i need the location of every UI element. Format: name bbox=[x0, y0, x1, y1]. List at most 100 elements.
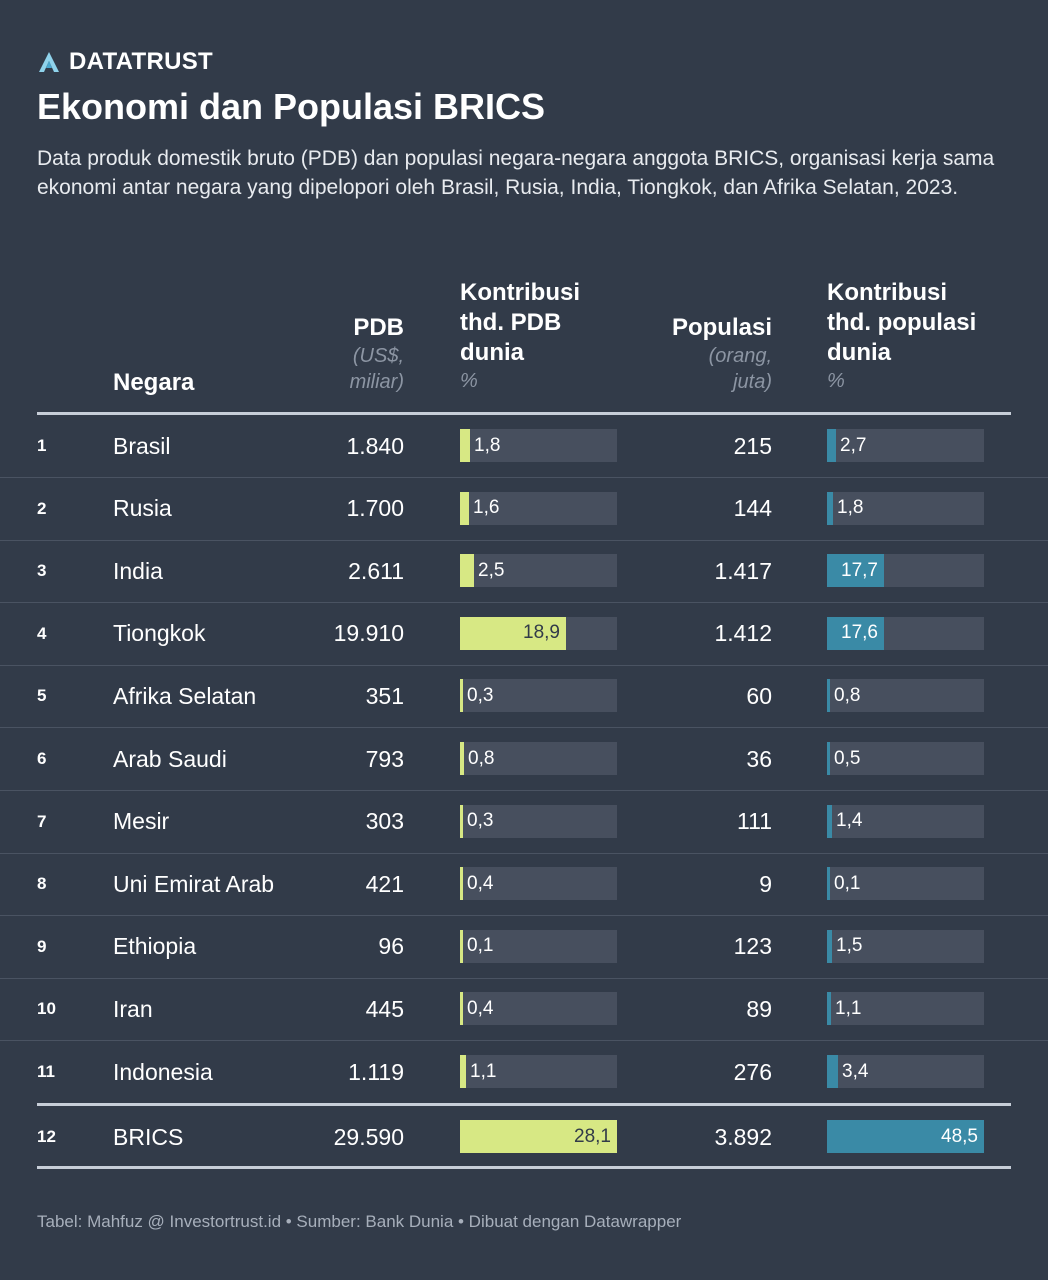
pop-share-fill bbox=[827, 679, 830, 713]
pop-share-fill bbox=[827, 992, 831, 1026]
pop-share-bar: 2,7 bbox=[827, 429, 984, 462]
row-pdb: 445 bbox=[365, 995, 404, 1022]
row-pop: 1.412 bbox=[714, 620, 772, 647]
row-pdb: 351 bbox=[365, 682, 404, 709]
header-pop-unit-1: (orang, bbox=[708, 345, 772, 367]
pop-share-fill bbox=[827, 929, 832, 963]
pdb-share-label: 1,6 bbox=[473, 497, 500, 519]
pop-share-label: 1,5 bbox=[836, 935, 863, 957]
pop-share-fill bbox=[827, 867, 830, 901]
brand-name: DATATRUST bbox=[69, 48, 214, 75]
table-bottom-divider bbox=[37, 1166, 1011, 1169]
pop-share-label: 17,7 bbox=[841, 559, 878, 581]
header-negara: Negara bbox=[113, 369, 195, 396]
pop-share-label: 1,1 bbox=[835, 997, 862, 1019]
row-pdb: 96 bbox=[378, 933, 404, 960]
pdb-share-bar: 0,3 bbox=[460, 804, 617, 838]
pdb-share-bar: 0,1 bbox=[460, 929, 617, 963]
row-rank: 5 bbox=[37, 686, 47, 706]
table-row: 7 Mesir 303 0,3 111 1,4 bbox=[0, 791, 1048, 854]
row-pop: 89 bbox=[746, 995, 772, 1022]
row-pdb: 1.700 bbox=[346, 495, 404, 522]
pop-share-fill bbox=[827, 804, 832, 838]
pop-share-bar: 0,5 bbox=[827, 742, 984, 775]
table-row: 1 Brasil 1.840 1,8 215 2,7 bbox=[0, 415, 1048, 478]
row-pop: 123 bbox=[733, 933, 772, 960]
row-pdb: 421 bbox=[365, 870, 404, 897]
pdb-share-label: 0,4 bbox=[467, 872, 494, 894]
header-kpop-line2: thd. populasi bbox=[827, 309, 977, 336]
header-kpdb-line2: thd. PDB bbox=[460, 309, 562, 336]
pdb-share-fill bbox=[460, 992, 463, 1026]
row-rank: 10 bbox=[37, 999, 56, 1019]
pdb-share-fill bbox=[460, 929, 463, 963]
row-rank: 8 bbox=[37, 874, 47, 894]
row-pdb: 19.910 bbox=[333, 620, 404, 647]
table-row: 6 Arab Saudi 793 0,8 36 0,5 bbox=[0, 728, 1048, 791]
pdb-share-label: 0,8 bbox=[468, 747, 495, 769]
pop-share-bar: 0,1 bbox=[827, 867, 984, 901]
row-pop: 215 bbox=[733, 432, 772, 459]
brand: DATATRUST bbox=[37, 48, 213, 76]
pdb-share-label: 1,1 bbox=[470, 1060, 497, 1082]
pdb-share-fill bbox=[460, 429, 470, 462]
total-pop-share-label: 48,5 bbox=[941, 1125, 978, 1147]
pop-share-label: 0,8 bbox=[834, 684, 861, 706]
table-row: 5 Afrika Selatan 351 0,3 60 0,8 bbox=[0, 665, 1048, 729]
pop-share-label: 0,1 bbox=[834, 872, 861, 894]
row-rank: 4 bbox=[37, 623, 47, 643]
pop-share-bar: 3,4 bbox=[827, 1055, 984, 1088]
pdb-share-label: 0,4 bbox=[467, 997, 494, 1019]
row-pdb: 1.119 bbox=[348, 1058, 404, 1085]
pdb-share-bar: 1,1 bbox=[460, 1055, 617, 1088]
total-pdb-share-fill bbox=[460, 1120, 617, 1153]
total-pop-share-fill bbox=[827, 1120, 984, 1153]
total-pop: 3.892 bbox=[714, 1123, 772, 1150]
pdb-share-bar: 0,4 bbox=[460, 992, 617, 1026]
total-divider-top bbox=[37, 1103, 1011, 1106]
header-pop-label: Populasi bbox=[671, 314, 772, 341]
total-pdb-share-label: 28,1 bbox=[574, 1125, 611, 1147]
row-pop: 1.417 bbox=[714, 557, 772, 584]
total-pdb: 29.590 bbox=[333, 1123, 404, 1150]
row-pop: 36 bbox=[746, 745, 772, 772]
pop-share-fill bbox=[827, 1055, 838, 1088]
row-country: Tiongkok bbox=[113, 620, 206, 647]
header-populasi: Populasi (orang, juta) bbox=[672, 313, 772, 395]
header-kpdb-line3: dunia bbox=[460, 339, 524, 366]
pop-share-fill bbox=[827, 429, 836, 462]
pdb-share-bar: 1,6 bbox=[460, 491, 617, 525]
header-kontribusi-pdb: Kontribusi thd. PDB dunia % bbox=[460, 278, 580, 394]
row-country: Afrika Selatan bbox=[113, 682, 257, 709]
header-kontribusi-populasi: Kontribusi thd. populasi dunia % bbox=[827, 278, 976, 394]
pdb-share-label: 0,1 bbox=[467, 935, 494, 957]
pop-share-bar: 1,4 bbox=[827, 804, 984, 838]
pop-share-label: 1,4 bbox=[836, 810, 863, 832]
row-pdb: 1.840 bbox=[346, 432, 404, 459]
pop-share-fill bbox=[827, 742, 830, 775]
table-row: 9 Ethiopia 96 0,1 123 1,5 bbox=[0, 916, 1048, 979]
pdb-share-label: 0,3 bbox=[467, 810, 494, 832]
pdb-share-label: 1,8 bbox=[474, 434, 501, 456]
pop-share-fill bbox=[827, 616, 884, 650]
total-rank: 12 bbox=[37, 1127, 56, 1146]
header-kpdb-unit: % bbox=[460, 370, 478, 392]
row-rank: 2 bbox=[37, 498, 47, 518]
row-pop: 276 bbox=[733, 1058, 772, 1085]
table-row: 8 Uni Emirat Arab 421 0,4 9 0,1 bbox=[0, 853, 1048, 917]
row-rank: 6 bbox=[37, 749, 47, 768]
pdb-share-bar: 0,8 bbox=[460, 742, 617, 775]
row-pop: 60 bbox=[746, 682, 772, 709]
row-country: Mesir bbox=[113, 808, 170, 835]
row-pdb: 2.611 bbox=[348, 557, 404, 584]
header-pdb: PDB (US$, miliar) bbox=[350, 313, 404, 395]
row-pop: 111 bbox=[737, 808, 772, 835]
pdb-share-bar: 0,3 bbox=[460, 679, 617, 713]
pop-share-label: 1,8 bbox=[837, 497, 864, 519]
datatrust-logo-icon bbox=[39, 52, 59, 72]
pop-share-fill bbox=[827, 554, 884, 588]
pdb-share-fill bbox=[460, 616, 566, 650]
pdb-share-bar: 2,5 bbox=[460, 554, 617, 588]
total-country: BRICS bbox=[113, 1123, 184, 1150]
row-country: Iran bbox=[113, 995, 153, 1022]
